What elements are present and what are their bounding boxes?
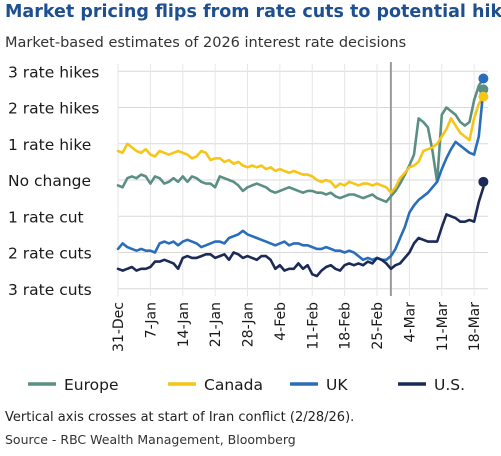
x-tick-label: 31-Dec	[111, 302, 127, 352]
legend: Europe Canada UK U.S.	[28, 376, 465, 394]
y-tick-label: 2 rate cuts	[8, 245, 92, 263]
series-line-europe	[116, 77, 485, 204]
x-axis-labels: 31-Dec 7-Jan 14-Jan 21-Jan 28-Jan 4-Feb 11-Feb…	[111, 302, 483, 352]
chart-title: Market pricing flips from rate cuts to p…	[5, 2, 501, 22]
grid-lines	[117, 64, 488, 296]
x-tick-label: 11-Feb	[305, 302, 321, 350]
x-tick-label: 14-Jan	[176, 302, 192, 347]
end-marker-europe	[478, 84, 489, 95]
y-tick-label: No change	[8, 172, 91, 190]
y-axis-labels: 3 rate hikes 2 rate hikes 1 rate hike No ch…	[8, 63, 99, 299]
legend-item-europe: Europe	[28, 376, 119, 394]
x-tick-label: 4-Feb	[273, 302, 289, 341]
x-tick-label: 21-Jan	[208, 302, 224, 347]
legend-label: Canada	[204, 376, 263, 394]
x-tick-label: 4-Mar	[402, 302, 418, 343]
legend-item-uk: UK	[290, 376, 348, 394]
y-tick-label: 3 rate cuts	[8, 281, 92, 299]
x-tick-label: 11-Mar	[435, 302, 451, 352]
chart-note: Vertical axis crosses at start of Iran c…	[5, 410, 355, 425]
y-tick-label: 1 rate cut	[8, 208, 84, 226]
x-tick-label: 25-Feb	[370, 302, 386, 350]
x-tick-label: 28-Jan	[241, 302, 257, 347]
x-tick-label: 18-Feb	[338, 302, 354, 350]
y-tick-label: 2 rate hikes	[8, 100, 99, 118]
legend-label: UK	[326, 376, 348, 394]
end-markers	[478, 73, 489, 187]
chart-source: Source - RBC Wealth Management, Bloomber…	[5, 432, 296, 447]
legend-item-us: U.S.	[398, 376, 465, 394]
legend-label: U.S.	[434, 376, 465, 394]
x-tick-label: 18-Mar	[467, 302, 483, 352]
series-lines	[116, 77, 485, 278]
series-line-canada	[116, 95, 485, 194]
end-marker-us	[478, 176, 489, 187]
y-tick-label: 3 rate hikes	[8, 63, 99, 81]
y-tick-label: 1 rate hike	[8, 136, 91, 154]
legend-label: Europe	[64, 376, 119, 394]
legend-item-canada: Canada	[168, 376, 263, 394]
end-marker-uk	[478, 73, 489, 84]
chart-subtitle: Market-based estimates of 2026 interest …	[5, 35, 407, 51]
x-tick-label: 7-Jan	[143, 302, 159, 338]
end-marker-canada	[478, 91, 489, 102]
series-line-uk	[116, 88, 485, 262]
series-line-us	[116, 186, 485, 278]
